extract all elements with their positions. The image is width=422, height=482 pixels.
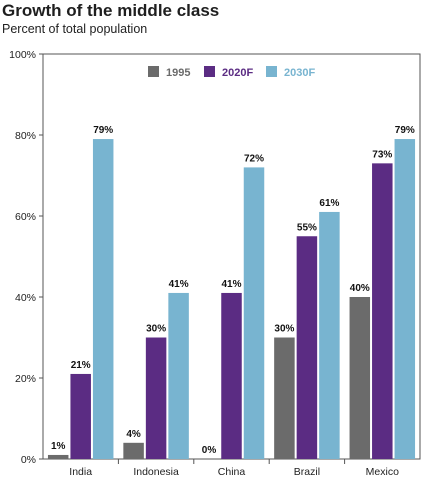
bar-1995-brazil xyxy=(274,337,295,459)
x-category-label: Indonesia xyxy=(133,466,179,478)
bar-2030f-china xyxy=(243,167,265,459)
y-tick-label: 60% xyxy=(15,211,36,223)
x-category-label: China xyxy=(218,466,246,478)
legend-label-1995: 1995 xyxy=(166,67,190,79)
y-tick-label: 40% xyxy=(15,292,36,304)
legend-swatch-2030f xyxy=(266,66,277,77)
bar-2020f-china xyxy=(221,292,242,459)
x-category-label: India xyxy=(69,466,92,478)
bar-2020f-india xyxy=(70,373,91,459)
y-tick-label: 80% xyxy=(15,130,36,142)
data-label: 41% xyxy=(169,279,189,290)
data-label: 55% xyxy=(297,222,317,233)
legend-swatch-2020f xyxy=(204,66,215,77)
data-label: 30% xyxy=(146,324,166,335)
data-label: 40% xyxy=(350,283,370,294)
data-label: 41% xyxy=(221,279,241,290)
bar-1995-indonesia xyxy=(123,442,144,459)
data-label: 4% xyxy=(126,429,141,440)
bar-2020f-brazil xyxy=(296,236,318,459)
data-label: 61% xyxy=(319,198,339,209)
bar-1995-india xyxy=(47,454,69,459)
data-label: 30% xyxy=(274,324,294,335)
y-tick-label: 0% xyxy=(21,454,36,466)
bar-2030f-indonesia xyxy=(168,292,189,459)
data-label: 1% xyxy=(51,441,66,452)
data-label: 72% xyxy=(244,153,264,164)
data-label: 79% xyxy=(93,125,113,136)
data-label: 0% xyxy=(202,445,217,456)
chart-subtitle: Percent of total population xyxy=(2,22,148,36)
legend-swatch-1995 xyxy=(148,66,159,77)
data-label: 79% xyxy=(395,125,415,136)
bar-2030f-mexico xyxy=(394,139,416,460)
y-tick-label: 100% xyxy=(9,49,36,61)
chart-title: Growth of the middle class xyxy=(2,1,220,20)
bar-2020f-indonesia xyxy=(145,337,167,459)
legend-label-2030f: 2030F xyxy=(284,67,315,79)
x-category-label: Brazil xyxy=(294,466,320,478)
bar-2030f-brazil xyxy=(319,211,340,459)
data-label: 73% xyxy=(372,149,392,160)
x-category-label: Mexico xyxy=(366,466,399,478)
y-tick-label: 20% xyxy=(15,373,36,385)
bar-2020f-mexico xyxy=(372,163,393,459)
bar-2030f-india xyxy=(92,139,114,460)
bar-1995-mexico xyxy=(349,297,371,459)
legend-label-2020f: 2020F xyxy=(222,67,253,79)
data-label: 21% xyxy=(71,360,91,371)
